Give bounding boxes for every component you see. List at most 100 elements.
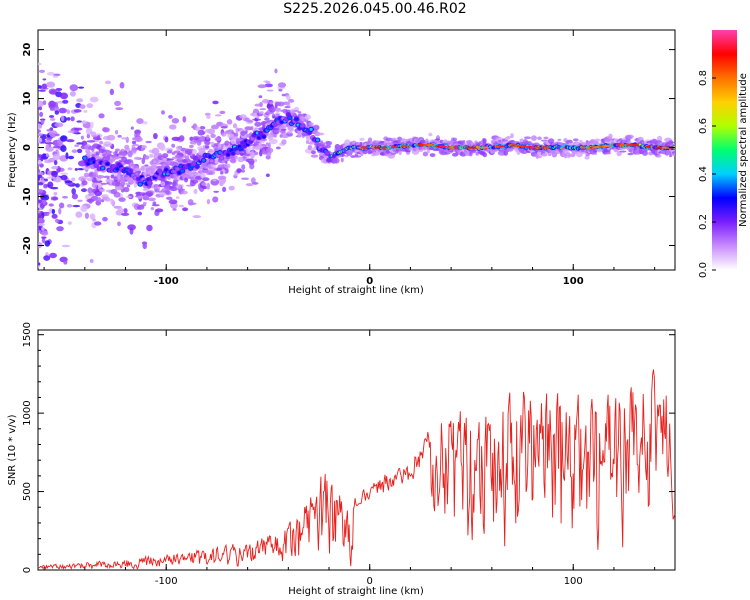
spectral-blob [291,109,300,113]
y-tick-label: -20 [22,236,33,254]
spectral-blob [102,216,108,222]
spectral-blob [246,119,253,122]
spectral-blob [258,111,264,115]
spectral-blob [206,114,211,119]
spectral-blob [164,168,168,172]
spectral-blob [188,171,195,177]
spectral-blob [171,143,176,148]
spectral-blob [269,101,274,105]
spectral-blob [117,172,122,176]
spectral-blob [173,150,181,154]
spectral-blob [195,126,201,132]
spectral-blob [241,164,246,170]
spectral-blob [250,137,255,141]
spectral-blob [89,121,94,129]
spectral-blob [49,117,56,121]
spectral-blob [231,151,235,155]
spectral-blob [145,140,152,144]
spectral-blob [194,137,199,141]
spectral-blob [89,258,94,263]
spectral-blob [40,119,45,125]
spectral-blob [142,121,148,125]
spectral-blob [131,140,137,145]
spectral-blob [67,130,75,134]
spectral-blob [58,202,65,209]
spectral-blob [626,134,634,140]
spectral-blob [53,176,62,183]
spectral-blob [192,148,197,155]
spectral-blob [38,69,45,73]
spectral-blob [210,159,214,163]
spectral-blob [160,181,166,187]
spectral-blob [286,112,291,117]
spectral-blob [533,146,542,149]
spectral-blob [66,117,71,121]
spectral-blob [241,169,245,173]
spectral-blob [97,134,101,140]
spectral-blob [234,155,238,160]
spectral-blob [274,68,278,74]
spectral-blob [289,126,294,132]
spectral-blob [212,179,217,182]
spectral-blob [265,173,270,178]
spectral-blob [390,152,397,155]
spectral-blob [210,141,215,147]
spectral-blob [253,112,258,118]
spectral-blob [192,215,202,219]
spectral-blob [76,98,84,103]
spectral-blob [146,165,151,168]
spectral-blob [268,138,278,145]
spectral-blob [81,120,87,125]
spectral-blob [38,168,41,174]
spectral-blob [50,196,59,201]
spectral-blob [38,106,43,111]
spectral-blob [194,172,201,177]
spectral-blob [178,135,185,142]
x-tick-label: 100 [563,276,584,287]
spectral-blob [138,182,142,186]
spectral-blob [172,169,177,173]
y-tick-label: 20 [22,43,33,57]
spectral-blob [236,150,240,155]
spectral-blob [112,165,116,169]
spectral-blob [114,148,120,152]
spectral-blob [109,88,115,96]
spectral-blob [51,132,56,138]
spectral-blob [48,203,54,207]
spectral-blob [274,107,282,111]
spectral-blob [38,262,41,266]
spectral-blob [220,171,224,175]
spectral-blob [286,102,291,107]
spectral-blob [301,124,305,128]
spectral-blob [43,255,51,261]
spectral-blob [53,159,58,166]
colorbar-tick-label: 0.8 [698,70,709,86]
x-tick-label: -100 [154,276,179,287]
y-tick-label: 1000 [22,400,33,425]
spectral-blob [66,203,73,208]
spectral-blob [175,167,180,171]
y-tick-label: 10 [22,92,33,106]
spectral-blob [153,165,157,171]
spectral-blob [497,150,506,156]
spectral-blob [259,138,268,141]
spectral-blob [248,159,254,162]
spectral-blob [52,153,61,161]
spectral-blob [41,237,46,244]
spectral-blob [38,199,43,203]
spectral-blob [71,193,78,200]
spectral-blob [254,121,262,127]
spectral-blob [305,140,310,145]
spectral-blob [165,158,175,161]
spectral-blob [165,160,174,166]
spectral-blob [204,128,210,133]
spectral-blob [180,190,188,195]
spectral-blob [232,123,238,129]
spectral-blob [294,117,299,121]
spectral-blob [81,188,87,193]
spectral-blob [391,137,397,141]
spectral-blob [297,132,302,138]
spectral-blob [70,116,75,122]
spectral-blob [618,138,623,141]
